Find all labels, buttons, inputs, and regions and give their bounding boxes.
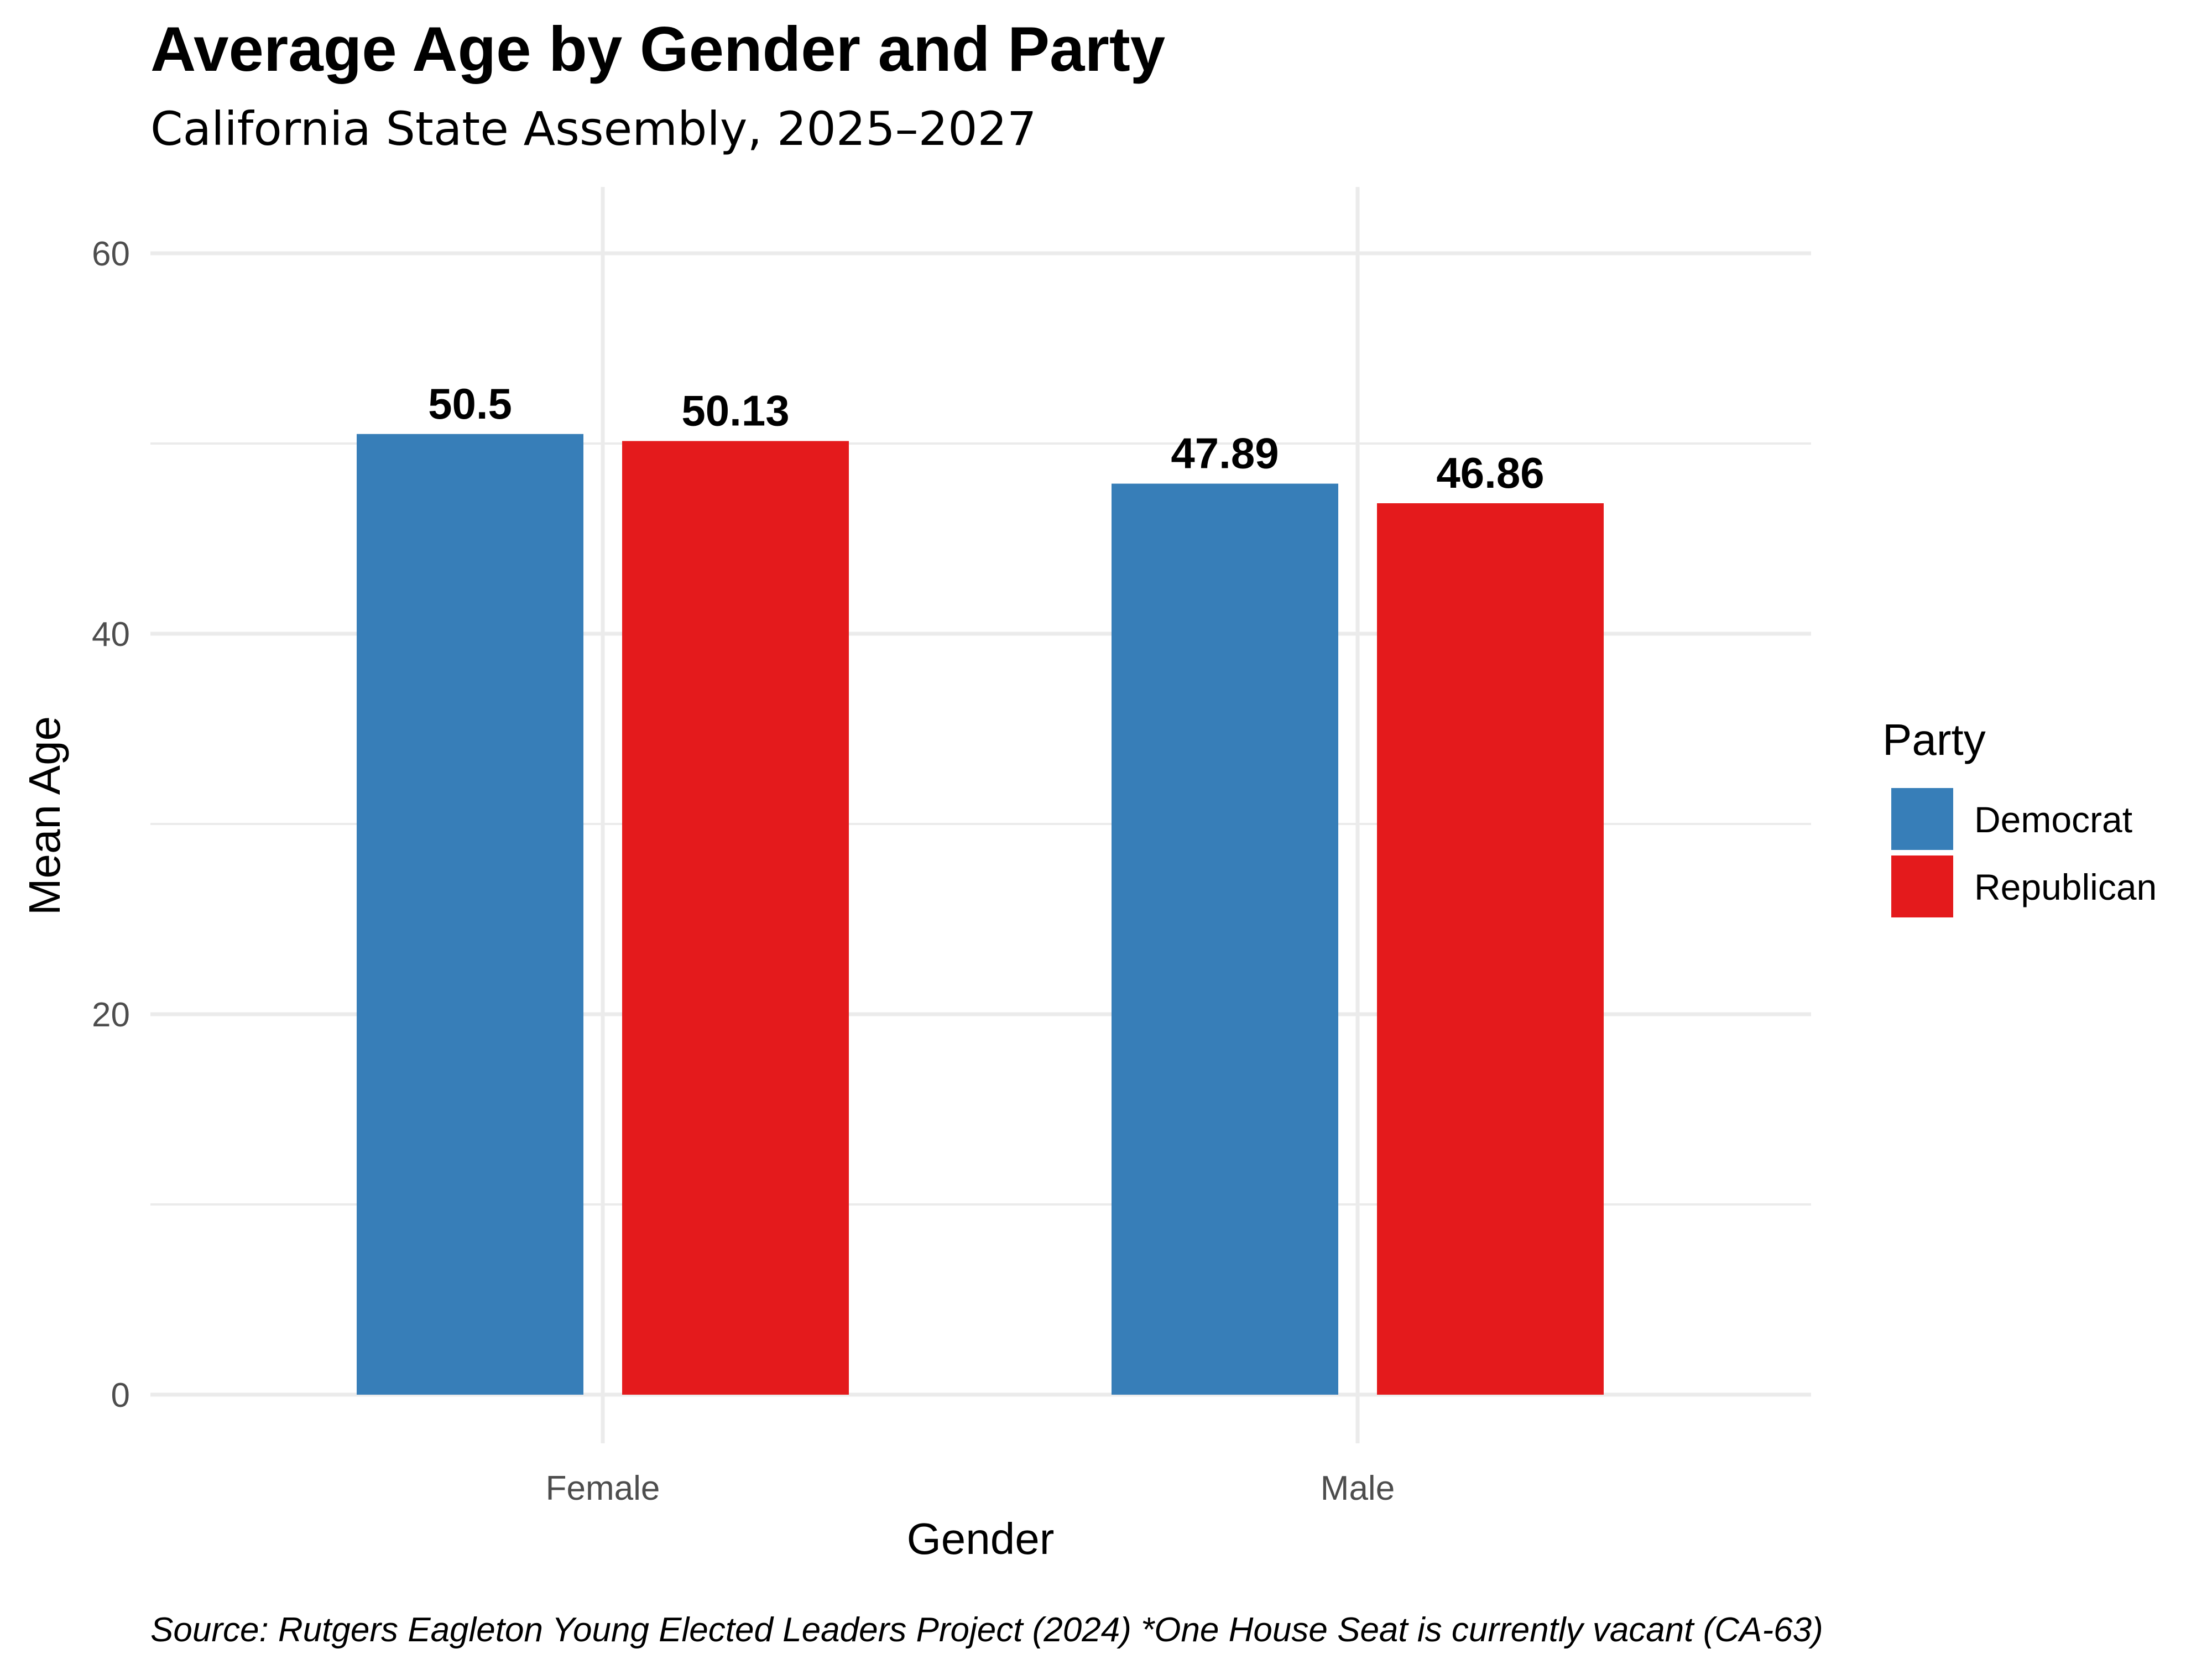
bar-democrat-female [357,434,583,1395]
bar-value-label: 46.86 [1436,448,1544,497]
bar-republican-male [1377,503,1604,1395]
bars [357,434,1604,1395]
bar-value-label: 47.89 [1171,429,1279,478]
chart-caption: Source: Rutgers Eagleton Young Elected L… [150,1611,1823,1649]
plot-panel: 50.5 50.13 47.89 46.86 [150,187,1811,1443]
chart-title: Average Age by Gender and Party [150,14,1165,85]
x-tick-label: Male [1321,1469,1395,1507]
bar-value-label: 50.13 [681,387,789,435]
legend: Party Democrat Republican [1882,715,2157,917]
bar-democrat-male [1112,483,1338,1395]
y-tick-label: 60 [92,235,130,273]
x-axis-title: Gender [907,1514,1055,1563]
bar-value-label: 50.5 [428,379,512,428]
x-tick-label: Female [546,1469,660,1507]
y-axis-ticks: 0 20 40 60 [92,235,130,1415]
legend-key-democrat [1891,788,1953,850]
x-axis-ticks: Female Male [546,1469,1395,1507]
legend-key-republican [1891,855,1953,917]
legend-label: Democrat [1974,799,2132,840]
bar-republican-female [622,441,849,1395]
value-labels: 50.5 50.13 47.89 46.86 [428,379,1545,497]
legend-label: Republican [1974,867,2157,907]
chart-subtitle: California State Assembly, 2025–2027 [150,102,1036,156]
y-tick-label: 0 [111,1376,130,1415]
y-tick-label: 40 [92,615,130,654]
y-axis-title: Mean Age [20,716,69,915]
y-tick-label: 20 [92,996,130,1034]
legend-title: Party [1882,715,1986,764]
